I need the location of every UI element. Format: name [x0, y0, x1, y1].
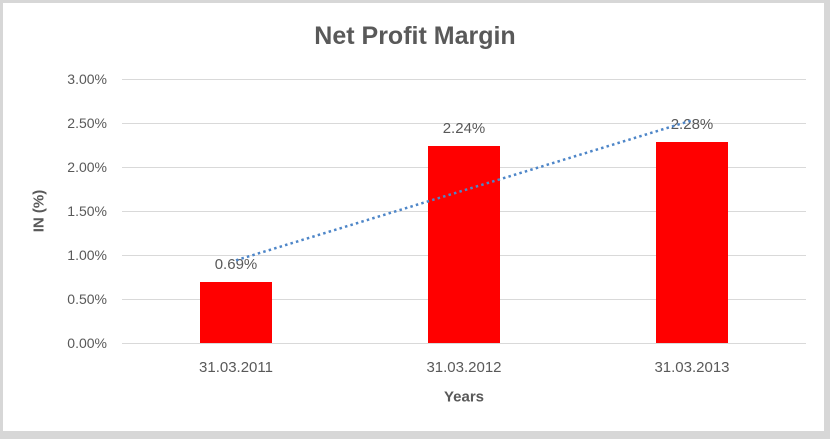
data-label: 0.69% [214, 256, 258, 273]
x-tick-label: 31.03.2012 [426, 359, 502, 376]
y-tick-label: 1.00% [67, 247, 107, 263]
y-tick-label: 0.50% [67, 291, 107, 307]
y-tick-label: 1.50% [67, 203, 107, 219]
x-tick-label: 31.03.2011 [199, 359, 273, 376]
y-tick-label: 3.00% [67, 71, 107, 87]
data-label: 2.28% [670, 116, 714, 133]
x-tick-label: 31.03.2013 [654, 359, 730, 376]
chart-title: Net Profit Margin [314, 22, 516, 50]
bar[interactable] [656, 142, 728, 343]
bar[interactable] [428, 146, 500, 343]
bar[interactable] [200, 282, 272, 343]
gridline [122, 79, 806, 80]
gridline [122, 343, 806, 344]
y-tick-label: 0.00% [67, 335, 107, 351]
y-tick-label: 2.00% [67, 159, 107, 175]
data-label: 2.24% [442, 120, 486, 137]
y-tick-label: 2.50% [67, 115, 107, 131]
x-axis-title: Years [443, 388, 485, 406]
